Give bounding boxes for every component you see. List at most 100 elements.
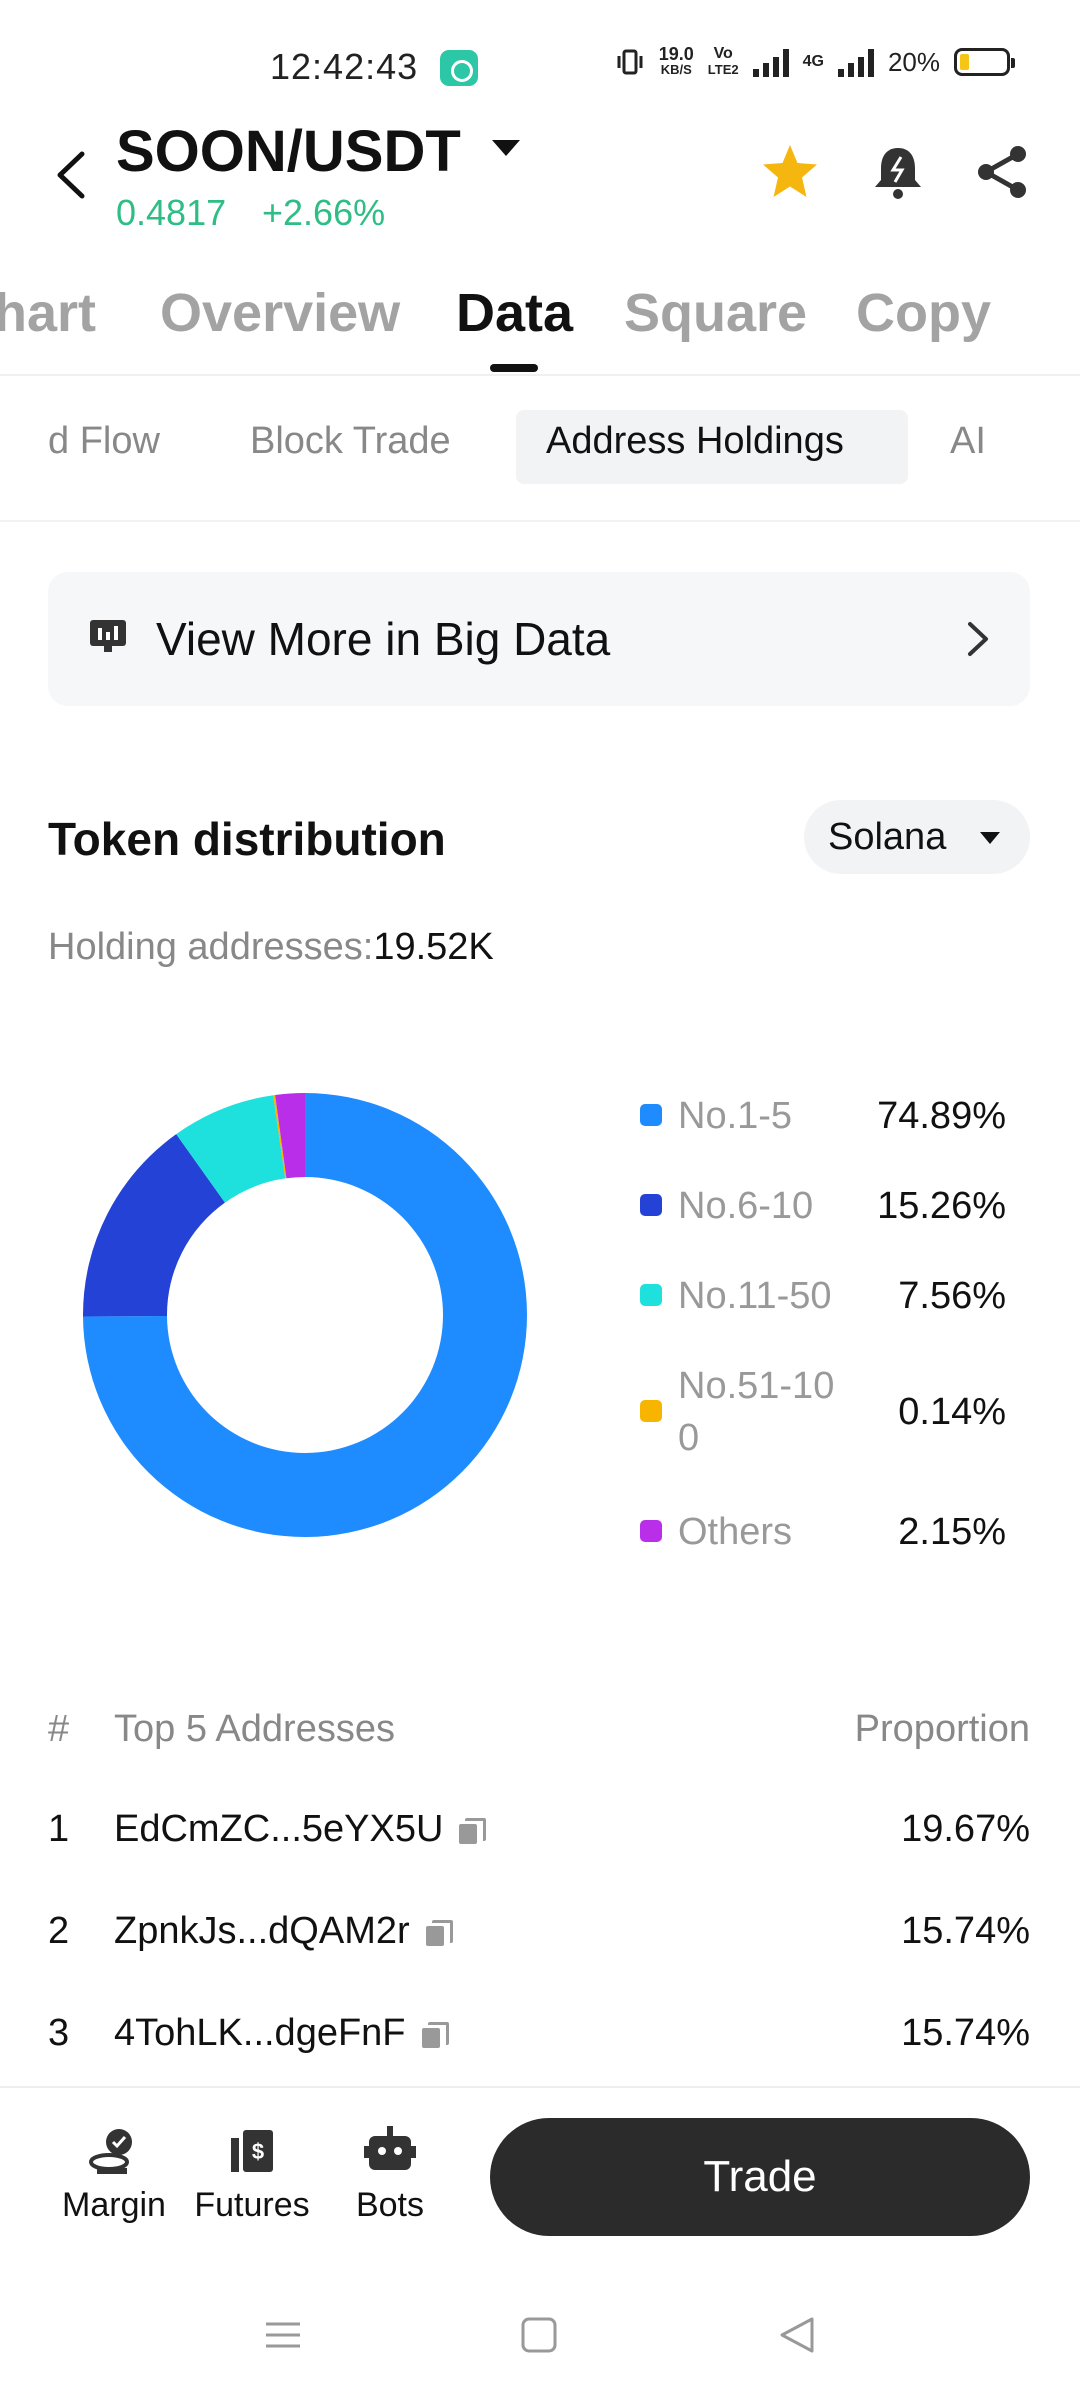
table-header: # Top 5 Addresses Proportion — [48, 1708, 1030, 1768]
bots-button[interactable]: Bots — [320, 2124, 460, 2225]
row-rank: 1 — [48, 1808, 70, 1850]
volte-indicator: Vo LTE2 — [707, 45, 739, 78]
bottom-action-bar: Margin $ Futures Bots Trade — [0, 2086, 1080, 2276]
star-icon[interactable] — [760, 142, 820, 202]
futures-button[interactable]: $ Futures — [182, 2124, 322, 2225]
holding-addresses: Holding addresses:19.52K — [48, 926, 494, 969]
price-alert-bell-icon[interactable] — [868, 142, 928, 202]
legend-swatch — [640, 1520, 662, 1542]
tab-data[interactable]: Data — [456, 283, 574, 343]
system-navigation-bar — [0, 2276, 1080, 2400]
network-type: 4G — [802, 53, 824, 70]
chain-selector[interactable]: Solana — [804, 800, 1030, 874]
distribution-donut-chart — [83, 1093, 527, 1537]
status-bar: 12:42:43 19.0 KB/S Vo LTE2 4G 20% — [0, 0, 1080, 120]
battery-icon — [954, 48, 1015, 76]
legend-label: No.1-5 — [678, 1095, 793, 1137]
back-arrow-icon[interactable] — [52, 150, 92, 200]
legend-label: No.51-10 0 — [678, 1365, 835, 1459]
active-tab-indicator — [490, 364, 538, 372]
legend-value: 15.26% — [877, 1185, 1006, 1227]
vibrate-icon — [617, 49, 643, 75]
subtab-ai[interactable]: AI — [950, 420, 986, 462]
donut-slice-others — [275, 1093, 305, 1179]
last-price: 0.4817 — [116, 192, 227, 233]
status-time: 12:42:43 — [270, 46, 419, 87]
home-icon[interactable] — [520, 2316, 558, 2354]
legend-swatch — [640, 1400, 662, 1422]
legend-swatch — [640, 1284, 662, 1306]
margin-button[interactable]: Margin — [44, 2124, 184, 2225]
legend-label: No.6-10 — [678, 1185, 814, 1227]
legend-value: 74.89% — [877, 1095, 1006, 1137]
chevron-right-icon — [968, 622, 988, 656]
row-address: EdCmZC...5eYX5U — [114, 1808, 487, 1851]
row-rank: 2 — [48, 1910, 70, 1952]
margin-label: Margin — [62, 2186, 166, 2224]
row-rank: 3 — [48, 2012, 70, 2054]
legend-value: 2.15% — [898, 1511, 1006, 1553]
subtab-fund-flow[interactable]: d Flow — [48, 420, 160, 462]
futures-icon: $ — [231, 2130, 273, 2172]
donut-slice-no-1-5 — [83, 1093, 527, 1537]
menu-icon[interactable] — [264, 2316, 302, 2354]
active-subtab-background — [516, 410, 908, 484]
holding-value: 19.52K — [373, 926, 494, 968]
app-notification-icon — [440, 50, 478, 86]
legend-swatch — [640, 1104, 662, 1126]
battery-percent: 20% — [887, 46, 940, 77]
price-change: +2.66% — [262, 192, 386, 233]
copy-icon[interactable] — [421, 2021, 449, 2048]
header-proportion: Proportion — [854, 1708, 1030, 1750]
copy-icon[interactable] — [425, 1919, 453, 1946]
legend-label: Others — [678, 1511, 793, 1553]
legend-value: 7.56% — [898, 1275, 1006, 1317]
copy-icon[interactable] — [459, 1817, 487, 1844]
header-rank: # — [48, 1708, 70, 1750]
signal-icon — [752, 47, 789, 77]
main-tabs: hart Overview Data Square Copy — [0, 280, 1080, 376]
row-address: 4TohLK...dgeFnF — [114, 2012, 449, 2055]
subtab-address-holdings[interactable]: Address Holdings — [546, 420, 844, 462]
pair-dropdown-caret-icon[interactable] — [492, 140, 520, 156]
divider — [0, 520, 1080, 522]
pair-title[interactable]: SOON/USDT — [116, 119, 461, 184]
signal-icon-2 — [837, 47, 874, 77]
holding-label: Holding addresses: — [48, 926, 374, 968]
share-icon[interactable] — [972, 142, 1032, 202]
legend-label: No.11-50 — [678, 1275, 832, 1317]
table-row: 3 4TohLK...dgeFnF 15.74% — [48, 2012, 1030, 2072]
legend-value: 0.14% — [898, 1391, 1006, 1433]
table-row: 1 EdCmZC...5eYX5U 19.67% — [48, 1808, 1030, 1868]
row-proportion: 15.74% — [901, 1910, 1030, 1952]
svg-text:$: $ — [252, 2139, 264, 2164]
tab-copy[interactable]: Copy — [856, 283, 991, 343]
bots-label: Bots — [355, 2186, 425, 2224]
row-proportion: 15.74% — [901, 2012, 1030, 2054]
row-address: ZpnkJs...dQAM2r — [114, 1910, 453, 1953]
margin-icon — [89, 2129, 132, 2174]
legend-swatch — [640, 1194, 662, 1216]
tab-square[interactable]: Square — [624, 283, 808, 343]
futures-label: Futures — [194, 2186, 310, 2224]
table-row: 2 ZpnkJs...dQAM2r 15.74% — [48, 1910, 1030, 1970]
chain-selected-value: Solana — [828, 816, 947, 858]
header-address: Top 5 Addresses — [114, 1708, 395, 1750]
tab-chart[interactable]: hart — [0, 283, 97, 343]
row-proportion: 19.67% — [901, 1808, 1030, 1850]
robot-icon — [364, 2126, 416, 2170]
chevron-down-icon — [980, 832, 1000, 844]
subtab-block-trade[interactable]: Block Trade — [250, 420, 451, 462]
back-icon[interactable] — [778, 2316, 816, 2354]
view-big-data-card[interactable]: View More in Big Data — [48, 572, 1030, 706]
trade-button[interactable]: Trade — [490, 2118, 1030, 2236]
section-title: Token distribution — [48, 813, 446, 865]
donut-slice-no-6-10 — [83, 1134, 225, 1317]
net-speed: 19.0 KB/S — [658, 44, 694, 77]
sub-tabs: d Flow Block Trade Address Holdings AI — [0, 410, 1080, 484]
status-indicators: 19.0 KB/S Vo LTE2 4G 20% — [615, 44, 1015, 78]
tab-overview[interactable]: Overview — [160, 283, 401, 343]
donut-slice-no-51-100 — [273, 1095, 287, 1179]
big-data-label: View More in Big Data — [156, 613, 611, 665]
big-data-chart-icon — [90, 620, 126, 652]
